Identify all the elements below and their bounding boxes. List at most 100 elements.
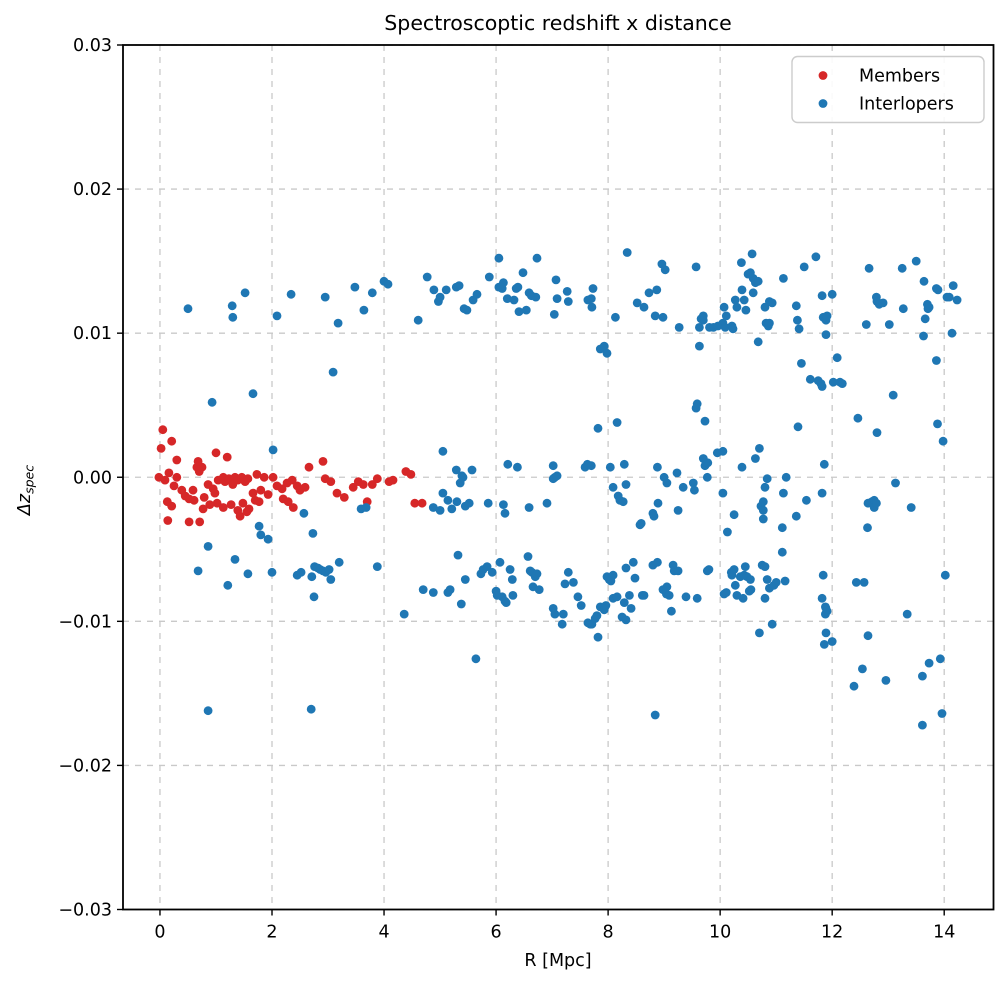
- data-point-interlopers: [263, 534, 273, 544]
- data-point-interlopers: [755, 444, 764, 453]
- data-point-interlopers: [793, 422, 803, 432]
- data-point-members: [326, 477, 336, 486]
- data-point-members: [167, 501, 177, 511]
- data-point-interlopers: [296, 567, 306, 577]
- data-point-interlopers: [672, 468, 682, 478]
- y-tick-label: 0.01: [73, 324, 112, 344]
- data-point-interlopers: [853, 413, 863, 423]
- data-point-interlopers: [454, 281, 464, 290]
- data-point-interlopers: [767, 619, 777, 629]
- data-point-interlopers: [558, 609, 568, 619]
- data-point-interlopers: [664, 591, 674, 600]
- data-point-interlopers: [306, 704, 316, 714]
- data-point-members: [277, 484, 287, 494]
- data-point-interlopers: [918, 671, 927, 681]
- data-point-interlopers: [324, 565, 334, 574]
- data-point-interlopers: [832, 353, 842, 363]
- data-point-interlopers: [944, 292, 954, 302]
- data-point-interlopers: [563, 297, 573, 306]
- data-point-interlopers: [203, 542, 213, 551]
- data-point-interlopers: [881, 676, 891, 685]
- legend: Members Interlopers: [791, 55, 985, 124]
- data-point-interlopers: [688, 478, 698, 488]
- chart-title: Spectroscoptic redshift x distance: [384, 11, 731, 35]
- data-point-interlopers: [628, 557, 638, 567]
- data-point-interlopers: [499, 500, 508, 509]
- data-point-interlopers: [741, 305, 751, 315]
- y-tick-label: 0.03: [73, 36, 112, 56]
- data-point-members: [195, 517, 205, 527]
- data-point-interlopers: [746, 575, 755, 584]
- data-point-interlopers: [552, 471, 562, 481]
- data-point-members: [372, 474, 382, 484]
- data-point-members: [163, 516, 173, 525]
- data-point-interlopers: [611, 312, 620, 322]
- data-point-interlopers: [534, 585, 544, 594]
- data-point-interlopers: [435, 506, 445, 515]
- x-tick-label: 8: [603, 923, 614, 943]
- data-point-interlopers: [223, 580, 233, 590]
- data-point-interlopers: [653, 557, 662, 567]
- data-point-interlopers: [460, 575, 470, 584]
- data-point-interlopers: [523, 552, 533, 561]
- x-tick-label: 2: [266, 923, 277, 943]
- legend-box: [791, 55, 985, 124]
- data-point-interlopers: [383, 279, 393, 289]
- data-point-interlopers: [781, 472, 791, 482]
- data-point-interlopers: [562, 287, 572, 296]
- data-point-members: [242, 507, 252, 517]
- data-point-interlopers: [649, 511, 659, 521]
- data-point-interlopers: [256, 530, 266, 540]
- data-point-interlopers: [599, 341, 609, 351]
- data-point-interlopers: [780, 576, 790, 586]
- data-point-interlopers: [919, 331, 928, 341]
- data-point-interlopers: [625, 591, 634, 600]
- data-point-members: [256, 485, 266, 495]
- y-tick-label: 0.02: [73, 180, 112, 200]
- data-point-interlopers: [700, 416, 710, 426]
- data-point-interlopers: [639, 591, 649, 600]
- data-point-interlopers: [692, 399, 702, 409]
- data-point-interlopers: [653, 498, 663, 508]
- data-point-interlopers: [435, 292, 445, 302]
- data-point-interlopers: [837, 379, 847, 388]
- data-point-interlopers: [719, 302, 729, 312]
- data-points: [154, 248, 962, 730]
- data-point-interlopers: [551, 275, 561, 285]
- data-point-interlopers: [695, 323, 704, 332]
- data-point-interlopers: [429, 285, 439, 295]
- data-point-interlopers: [662, 478, 672, 488]
- data-point-members: [268, 472, 278, 482]
- data-point-interlopers: [482, 562, 492, 571]
- data-point-interlopers: [758, 497, 768, 507]
- data-point-interlopers: [455, 478, 465, 488]
- y-tick-label: −0.02: [58, 756, 112, 776]
- data-point-interlopers: [821, 330, 831, 339]
- x-tick-labels: 0 2 4 6 8 10 12 14: [154, 923, 955, 943]
- x-tick-label: 14: [933, 923, 955, 943]
- data-point-interlopers: [518, 268, 528, 278]
- data-point-interlopers: [692, 593, 702, 603]
- data-point-interlopers: [372, 562, 382, 571]
- data-point-interlopers: [884, 320, 894, 329]
- data-point-interlopers: [621, 615, 631, 625]
- data-point-interlopers: [550, 609, 560, 619]
- data-point-interlopers: [918, 720, 927, 730]
- data-point-members: [238, 498, 248, 508]
- data-point-interlopers: [307, 572, 317, 582]
- data-point-interlopers: [542, 498, 552, 508]
- data-point-interlopers: [438, 446, 448, 456]
- data-point-interlopers: [630, 573, 640, 583]
- data-point-interlopers: [494, 253, 504, 263]
- data-point-members: [222, 452, 232, 462]
- data-point-interlopers: [858, 664, 867, 674]
- data-point-interlopers: [822, 311, 832, 321]
- data-point-interlopers: [888, 390, 898, 400]
- data-point-members: [167, 436, 177, 446]
- data-point-interlopers: [730, 295, 740, 305]
- x-tick-label: 12: [821, 923, 843, 943]
- data-point-members: [156, 444, 166, 453]
- data-point-interlopers: [940, 570, 950, 580]
- data-point-interlopers: [738, 593, 748, 603]
